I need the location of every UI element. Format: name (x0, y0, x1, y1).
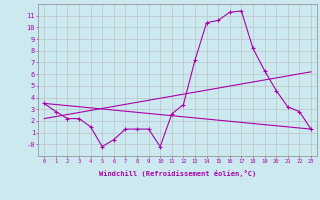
X-axis label: Windchill (Refroidissement éolien,°C): Windchill (Refroidissement éolien,°C) (99, 170, 256, 177)
